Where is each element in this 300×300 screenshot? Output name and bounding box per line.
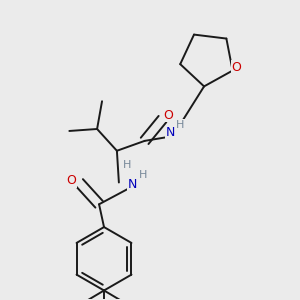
Text: H: H	[176, 120, 184, 130]
Text: N: N	[128, 178, 137, 191]
Text: O: O	[164, 109, 173, 122]
Text: N: N	[166, 127, 175, 140]
Text: H: H	[139, 169, 147, 180]
Text: H: H	[123, 160, 131, 170]
Text: O: O	[66, 174, 76, 187]
Text: O: O	[232, 61, 242, 74]
